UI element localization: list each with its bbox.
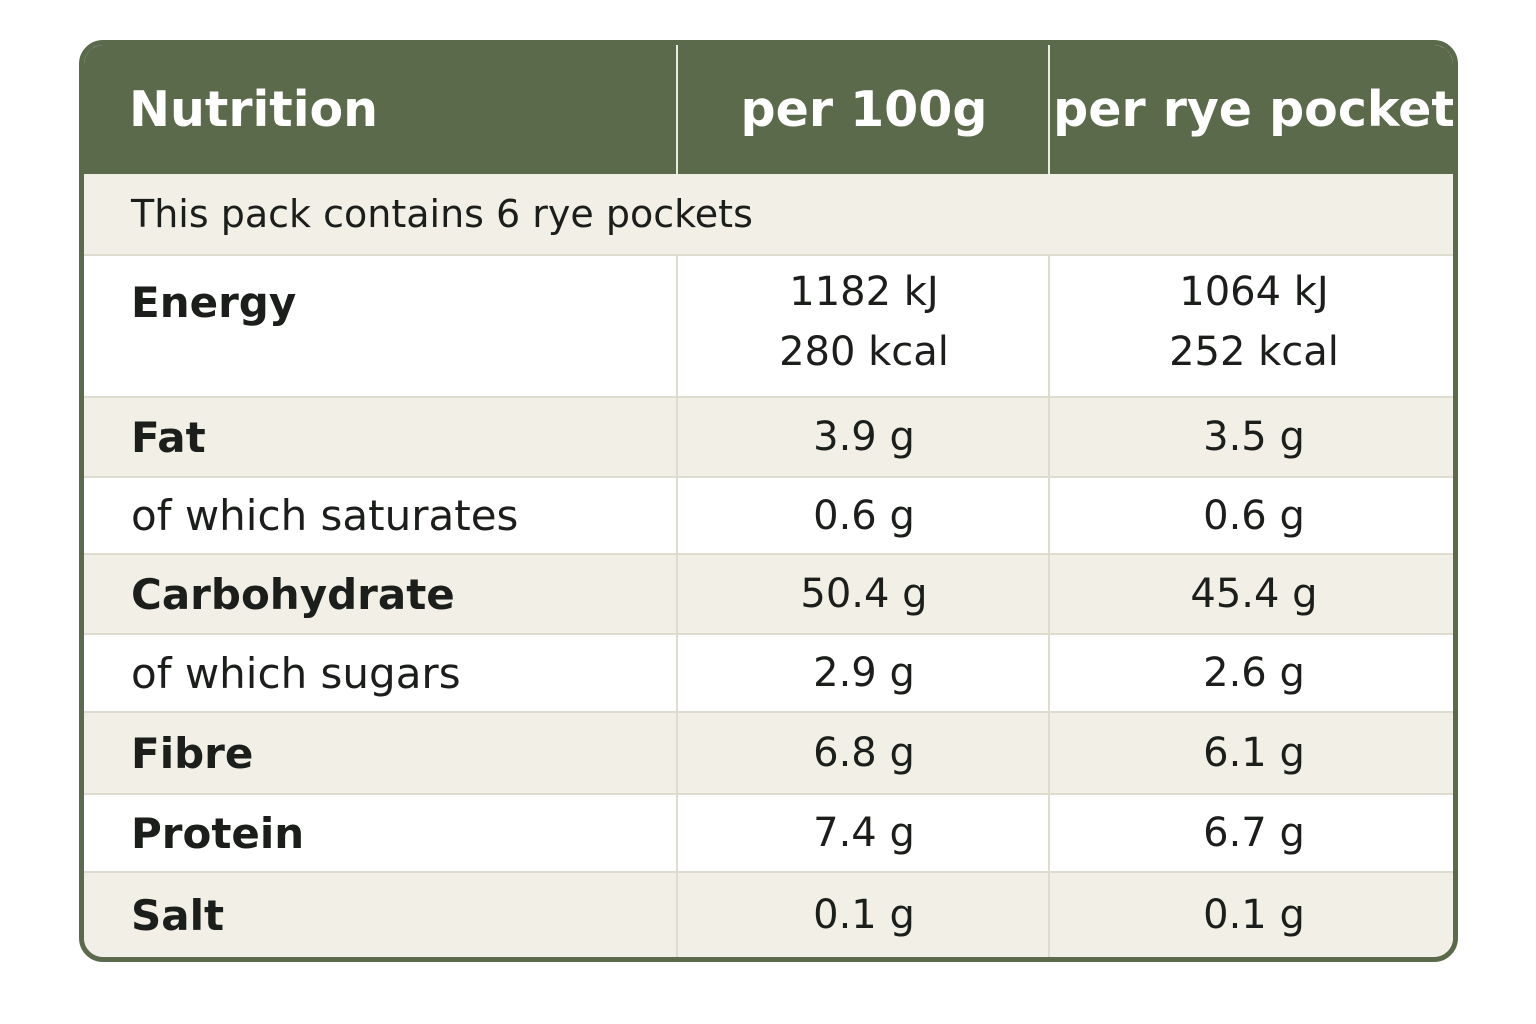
row-label: Carbohydrate xyxy=(131,569,455,619)
row-label: of which sugars xyxy=(131,648,461,698)
value-per-100g: 3.9 g xyxy=(813,414,915,460)
value-per-pocket: 3.5 g xyxy=(1203,414,1305,460)
column-divider xyxy=(676,713,678,793)
value-per-100g: 2.9 g xyxy=(813,650,915,696)
column-divider xyxy=(676,555,678,633)
column-divider xyxy=(1048,635,1050,711)
value-per-pocket: 0.1 g xyxy=(1203,892,1305,938)
value-per-100g: 1182 kJ 280 kcal xyxy=(680,256,1048,396)
header-nutrition: Nutrition xyxy=(129,81,379,138)
energy-kj-per-pocket: 1064 kJ xyxy=(1179,269,1329,315)
pack-note-row: This pack contains 6 rye pockets xyxy=(84,174,1453,256)
row-label: of which saturates xyxy=(131,491,519,540)
value-per-100g: 0.1 g xyxy=(813,892,915,938)
row-label: Salt xyxy=(131,890,225,940)
column-divider xyxy=(676,635,678,711)
energy-kj-per-100g: 1182 kJ xyxy=(789,269,939,315)
pack-note: This pack contains 6 rye pockets xyxy=(131,192,753,236)
column-divider xyxy=(1048,555,1050,633)
value-per-pocket: 6.7 g xyxy=(1203,810,1305,856)
value-per-100g: 6.8 g xyxy=(813,730,915,776)
column-divider xyxy=(676,256,678,396)
nutrition-table: Nutrition per 100g per rye pocket This p… xyxy=(79,40,1458,962)
header-per-pocket: per rye pocket xyxy=(1053,81,1455,138)
column-divider xyxy=(1048,873,1050,957)
column-divider xyxy=(676,873,678,957)
table-header: Nutrition per 100g per rye pocket xyxy=(84,45,1453,174)
column-divider xyxy=(1048,795,1050,871)
energy-kcal-per-100g: 280 kcal xyxy=(779,329,949,375)
row-label: Protein xyxy=(131,808,305,858)
energy-kcal-per-pocket: 252 kcal xyxy=(1169,329,1339,375)
value-per-pocket: 2.6 g xyxy=(1203,650,1305,696)
table-row-protein: Protein 7.4 g 6.7 g xyxy=(84,795,1453,873)
column-divider xyxy=(676,478,678,553)
value-per-pocket: 6.1 g xyxy=(1203,730,1305,776)
value-per-pocket: 1064 kJ 252 kcal xyxy=(1050,256,1453,396)
row-label: Energy xyxy=(131,278,297,327)
table-row-salt: Salt 0.1 g 0.1 g xyxy=(84,873,1453,957)
table-row-sugars: of which sugars 2.9 g 2.6 g xyxy=(84,635,1453,713)
table-row-fibre: Fibre 6.8 g 6.1 g xyxy=(84,713,1453,795)
value-per-100g: 0.6 g xyxy=(813,492,915,539)
table-row-carbohydrate: Carbohydrate 50.4 g 45.4 g xyxy=(84,555,1453,635)
column-divider xyxy=(676,795,678,871)
table-row-saturates: of which saturates 0.6 g 0.6 g xyxy=(84,478,1453,555)
row-label: Fibre xyxy=(131,728,254,778)
header-divider xyxy=(676,45,678,174)
table-row-energy: Energy 1182 kJ 280 kcal 1064 kJ 252 kcal xyxy=(84,256,1453,398)
column-divider xyxy=(1048,398,1050,476)
column-divider xyxy=(676,398,678,476)
column-divider xyxy=(1048,713,1050,793)
value-per-pocket: 45.4 g xyxy=(1190,571,1318,617)
column-divider xyxy=(1048,478,1050,553)
header-per-100g: per 100g xyxy=(740,81,988,138)
header-divider xyxy=(1048,45,1050,174)
value-per-100g: 50.4 g xyxy=(800,571,928,617)
table-row-fat: Fat 3.9 g 3.5 g xyxy=(84,398,1453,478)
value-per-100g: 7.4 g xyxy=(813,810,915,856)
row-label: Fat xyxy=(131,412,206,462)
value-per-pocket: 0.6 g xyxy=(1203,492,1305,539)
column-divider xyxy=(1048,256,1050,396)
